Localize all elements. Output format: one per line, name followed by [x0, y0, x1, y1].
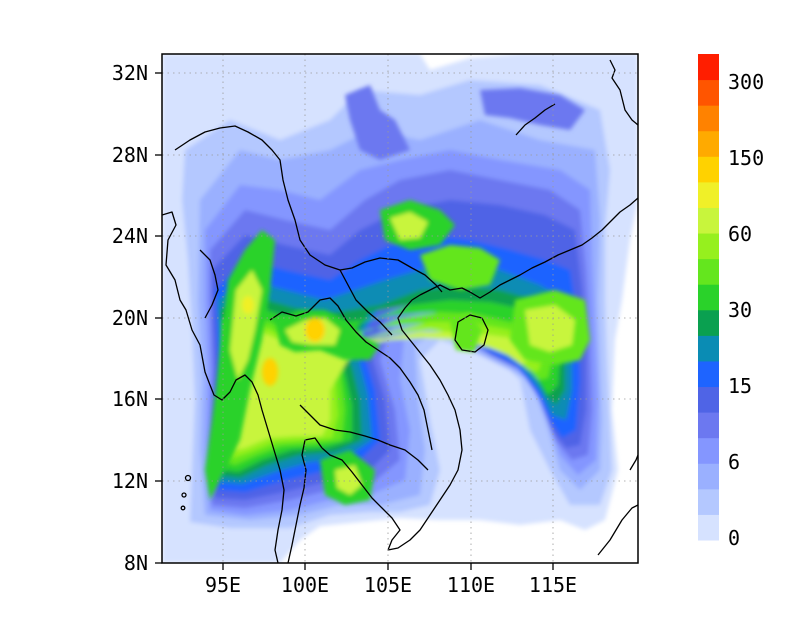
x-tick-labels: 95E 100E 105E 110E 115E: [205, 573, 577, 597]
colorbar-swatch-17: [698, 79, 719, 106]
y-tick-label-8: 8N: [124, 551, 148, 575]
patch-cambodia-yellowgreen: [335, 465, 362, 495]
x-tick-label-100: 100E: [281, 573, 329, 597]
colorbar-swatch-10: [698, 258, 719, 285]
colorbar-label-0: 0: [728, 526, 740, 550]
local-patches: [205, 85, 590, 505]
gridlines: [162, 54, 638, 563]
border-myanmar-thailand: [269, 297, 433, 451]
colorbar-label-150: 150: [728, 146, 764, 170]
x-axis: [222, 563, 554, 570]
coastline-bay-of-bengal: [162, 211, 285, 563]
patch-guangdong-green: [420, 245, 500, 290]
colorbar-label-60: 60: [728, 222, 752, 246]
colorbar-swatches: [698, 54, 719, 541]
coastline-east-china: [609, 59, 638, 126]
colorbar-swatch-6: [698, 360, 719, 388]
border-tibet-india: [174, 125, 443, 293]
colorbar-swatch-9: [698, 284, 719, 311]
x-tick-label-115: 115E: [529, 573, 577, 597]
y-tick-label-20: 20N: [112, 306, 148, 330]
colorbar-swatch-8: [698, 309, 719, 336]
y-tick-label-28: 28N: [112, 143, 148, 167]
colorbar-swatch-14: [698, 156, 719, 183]
contour-band-12: [232, 330, 530, 450]
colorbar-label-30: 30: [728, 298, 752, 322]
patch-myanmar-yellowgreen: [230, 270, 262, 380]
colorbar-swatch-5: [698, 386, 719, 413]
colorbar-swatch-3: [698, 437, 719, 464]
coastline-hainan: [454, 314, 489, 353]
patch-northeast-blue: [480, 88, 585, 130]
border-thailand-cambodia: [299, 404, 429, 471]
x-tick-label-105: 105E: [364, 573, 412, 597]
colorbar-label-15: 15: [728, 374, 752, 398]
colorbar-label-300: 300: [728, 70, 764, 94]
colorbar-swatch-1: [698, 488, 719, 515]
y-tick-labels: 8N 12N 16N 20N 24N 28N 32N: [112, 61, 148, 575]
island-andaman-1: [184, 474, 192, 482]
island-andaman-2: [181, 492, 187, 498]
hotspot-myanmar-yellow: [262, 358, 278, 386]
colorbar: 0 6 15 30 60 150 300: [698, 54, 764, 550]
island-andaman-3: [180, 505, 186, 511]
colorbar-labels: 0 6 15 30 60 150 300: [728, 70, 764, 550]
coastline-south-china: [419, 197, 638, 299]
colorbar-label-6: 6: [728, 450, 740, 474]
hotspot-myanmar-yellow-2: [242, 296, 254, 314]
colorbar-swatch-0: [698, 514, 719, 541]
y-tick-label-12: 12N: [112, 469, 148, 493]
patch-scs-yellowgreen: [525, 305, 575, 352]
colorbar-swatch-11: [698, 233, 719, 260]
map-plot-area: [161, 53, 639, 564]
y-axis: [155, 72, 162, 564]
patch-north-blue: [345, 85, 410, 160]
plot-frame: [161, 53, 639, 564]
border-laos-vietnam: [339, 269, 393, 336]
x-tick-label-95: 95E: [205, 573, 241, 597]
colorbar-swatch-15: [698, 130, 719, 157]
colorbar-swatch-2: [698, 463, 719, 490]
colorbar-swatch-16: [698, 105, 719, 132]
coastline-east-china-2: [515, 103, 556, 136]
colorbar-swatch-18: [698, 54, 719, 81]
y-tick-label-24: 24N: [112, 224, 148, 248]
colorbar-swatch-7: [698, 335, 719, 362]
colorbar-swatch-12: [698, 207, 719, 234]
y-tick-label-32: 32N: [112, 61, 148, 85]
colorbar-swatch-4: [698, 412, 719, 439]
y-tick-label-16: 16N: [112, 387, 148, 411]
x-tick-label-110: 110E: [447, 573, 495, 597]
hotspot-laos-yellow: [305, 318, 325, 342]
colorbar-swatch-13: [698, 181, 719, 208]
patch-guizhou-yellowgreen: [390, 212, 428, 240]
border-bangladesh: [199, 249, 219, 319]
filled-contours: [162, 54, 638, 563]
island-borneo-north: [597, 504, 638, 556]
coastline-gulf-of-thailand-east: [321, 294, 463, 551]
